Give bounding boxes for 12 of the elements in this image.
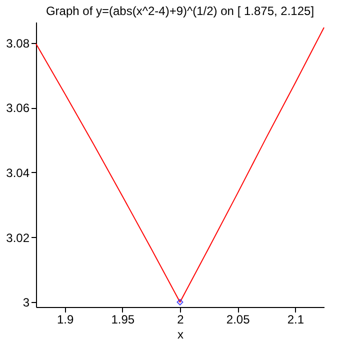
- x-tick-label: 1.95: [111, 312, 135, 326]
- y-tick-label: 3.04: [6, 166, 30, 180]
- x-tick-label: 1.9: [56, 312, 74, 326]
- chart-title: Graph of y=(abs(x^2-4)+9)^(1/2) on [ 1.875, 2.125]: [46, 4, 314, 18]
- y-tick-label: 3.08: [6, 36, 30, 50]
- x-tick-label: 2.05: [226, 312, 250, 326]
- y-tick-label: 3.02: [6, 230, 30, 245]
- y-tick-label: 3: [22, 296, 30, 310]
- x-tick-label: 2: [177, 312, 184, 326]
- y-tick-label: 3.06: [6, 101, 30, 116]
- x-axis-title: x: [178, 328, 184, 342]
- x-tick-label: 2.1: [287, 312, 304, 326]
